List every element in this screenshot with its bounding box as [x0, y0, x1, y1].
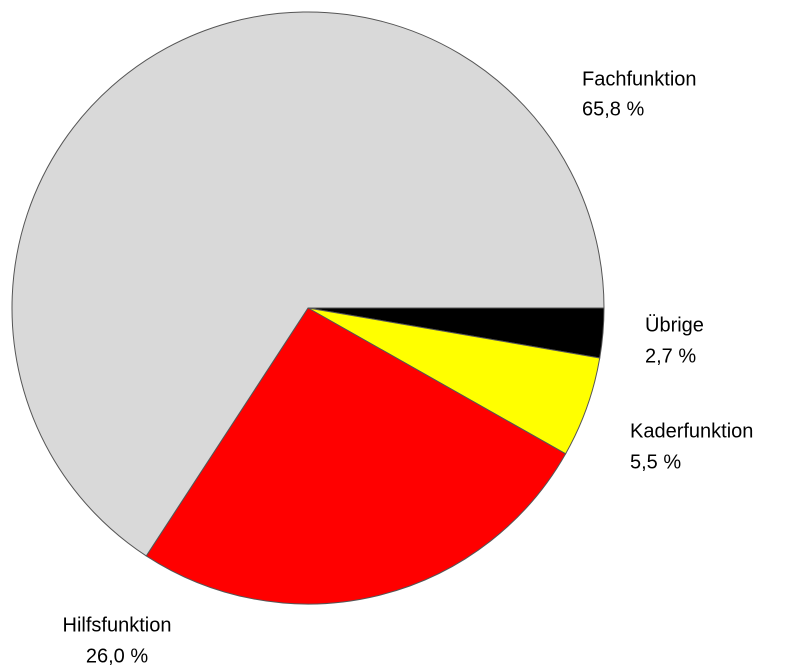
slice-value-label: 26,0 % [86, 645, 148, 667]
slice-value-label: 65,8 % [582, 98, 644, 120]
pie-slice [145, 307, 567, 605]
slice-label: Fachfunktion [582, 68, 697, 90]
pie-slice [11, 11, 605, 557]
slice-label: Übrige [645, 314, 704, 336]
slice-value-label: 5,5 % [630, 451, 681, 473]
slice-label: Hilfsfunktion [63, 614, 172, 636]
slice-value-label: 2,7 % [645, 345, 696, 367]
slice-label: Kaderfunktion [630, 420, 753, 442]
